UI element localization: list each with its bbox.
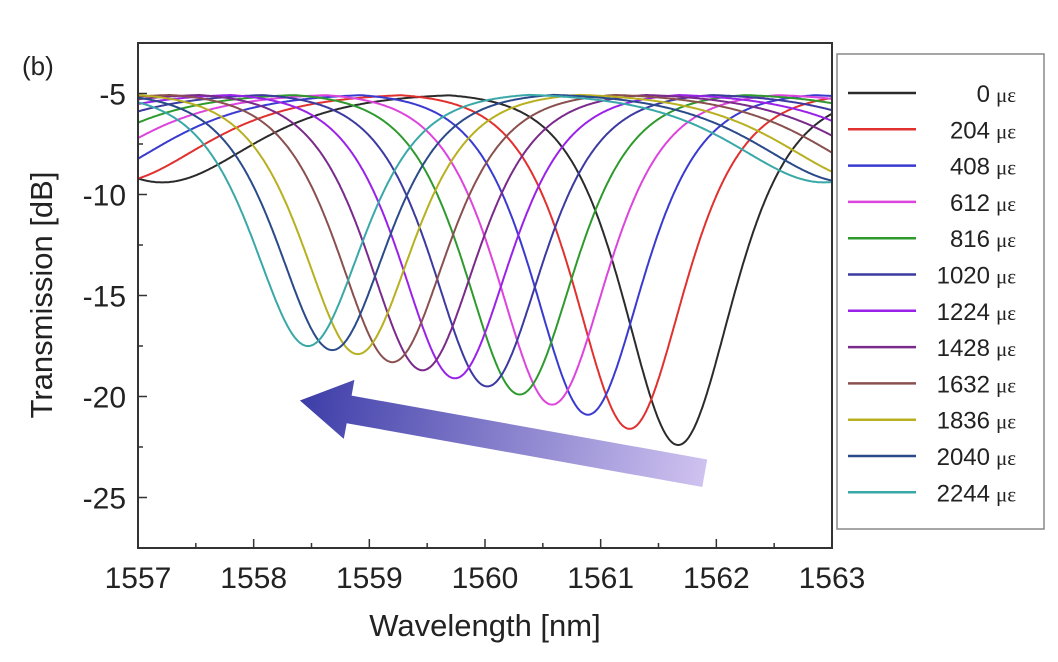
series-line-408 [138,94,832,416]
legend-label: 408 [950,154,990,181]
series-line-816 [138,94,832,396]
legend-label: 1224 [937,299,990,326]
legend-label: 1020 [937,263,990,290]
y-axis: -5 -10 -15 -20 -25 [83,79,147,516]
y-tick-label: -10 [83,180,126,213]
legend-label: 1632 [937,371,990,398]
legend-item-612: 612 με [848,190,1016,217]
x-axis: 1557 1558 1559 1560 1561 1562 1563 [105,539,866,595]
x-axis-title: Wavelength [nm] [369,608,600,643]
legend-unit: με [996,83,1016,107]
legend-label: 816 [950,226,990,253]
legend-item-816: 816 με [848,226,1016,253]
series-line-0 [138,94,832,447]
panel-label: (b) [22,51,54,81]
legend-unit: με [996,410,1016,434]
legend-item-2040: 2040 με [848,444,1016,471]
legend-label: 1836 [937,408,990,435]
series-line-1836 [138,93,832,356]
legend-label: 0 [977,81,990,108]
series-line-1020 [138,94,832,388]
y-tick-label: -5 [99,79,126,112]
x-tick-label: 1563 [799,562,866,595]
y-tick-label: -25 [83,483,126,516]
legend-item-1428: 1428 με [848,335,1016,362]
legend-unit: με [996,156,1016,180]
x-tick-label: 1557 [105,562,172,595]
legend-box [836,53,1045,530]
legend-label: 2244 [937,480,990,507]
y-axis-title: Transmission [dB] [24,172,59,419]
legend-label: 612 [950,190,990,217]
legend-unit: με [996,446,1016,470]
legend-unit: με [996,337,1016,361]
series-line-2040 [138,93,832,352]
shift-arrow [299,379,708,487]
series-line-1224 [138,93,832,380]
legend-item-1224: 1224 με [848,299,1016,326]
x-tick-label: 1558 [220,562,287,595]
legend-unit: με [996,228,1016,252]
series-line-204 [138,94,832,430]
legend-unit: με [996,192,1016,216]
legend-unit: με [996,301,1016,325]
series-line-1428 [138,94,832,372]
series-layer [138,93,832,447]
x-tick-label: 1561 [567,562,634,595]
legend-label: 204 [950,117,990,144]
series-line-612 [138,94,832,406]
x-tick-label: 1562 [683,562,750,595]
legend-item-1836: 1836 με [848,408,1016,435]
y-tick-label: -20 [83,382,126,415]
legend-item-0: 0 με [848,81,1016,108]
legend-item-408: 408 με [848,154,1016,181]
series-line-1632 [138,94,832,364]
legend-item-204: 204 με [848,117,1016,144]
legend-label: 1428 [937,335,990,362]
legend-item-1020: 1020 με [848,263,1016,290]
shift-arrow-shape [299,379,708,487]
series-line-2244 [138,93,832,347]
legend-unit: με [996,265,1016,289]
legend-item-2244: 2244 με [848,480,1016,507]
legend-item-1632: 1632 με [848,371,1016,398]
legend-label: 2040 [937,444,990,471]
legend-unit: με [996,373,1016,397]
x-tick-label: 1559 [336,562,403,595]
legend-unit: με [996,482,1016,506]
x-tick-label: 1560 [452,562,519,595]
legend-unit: με [996,119,1016,143]
y-tick-label: -15 [83,281,126,314]
